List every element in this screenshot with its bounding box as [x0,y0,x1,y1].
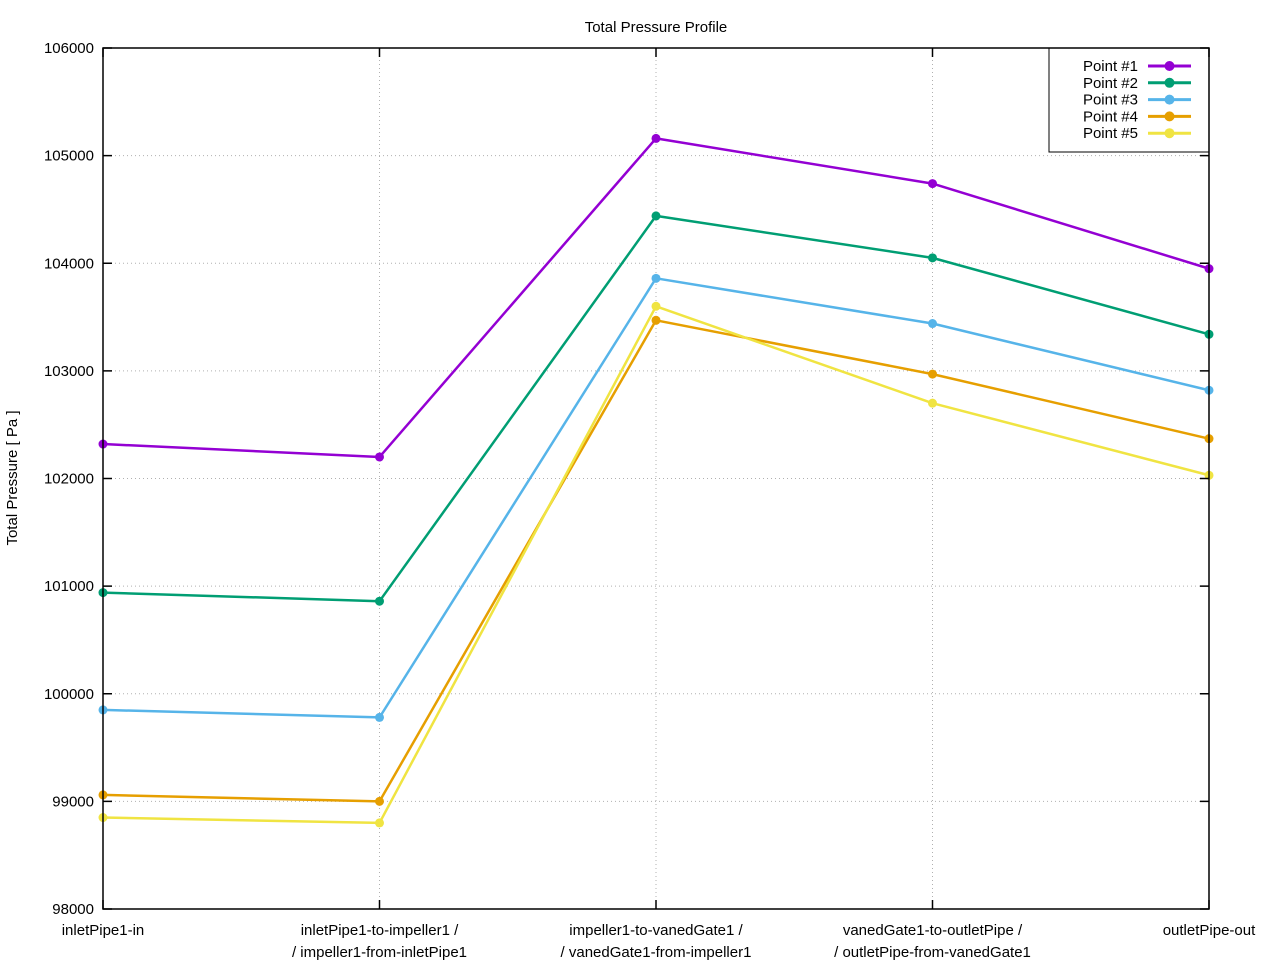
x-category-label: outletPipe-out [1163,922,1256,939]
chart-title: Total Pressure Profile [585,19,728,36]
legend-marker [1164,111,1175,122]
legend-box [1048,47,1210,153]
data-point-point-5-3 [928,398,937,408]
legend-marker [1164,77,1175,88]
data-point-point-2-2 [651,211,661,221]
data-point-point-3-1 [375,712,384,722]
y-tick-label: 103000 [44,363,94,380]
series-line-point-1 [102,137,1210,459]
data-point-point-2-3 [928,253,937,263]
legend-label: Point #5 [1083,125,1138,142]
legend-item-point-3: Point #3 [1083,92,1191,109]
y-tick-label: 102000 [44,471,94,488]
y-tick-label: 100000 [44,686,94,703]
legend-item-point-1: Point #1 [1083,58,1191,75]
legend-label: Point #2 [1083,75,1138,92]
legend-item-point-4: Point #4 [1083,108,1191,125]
y-axis-label: Total Pressure [ Pa ] [4,410,21,545]
data-point-point-4-1 [375,796,384,806]
y-tick-label: 104000 [44,255,94,272]
data-point-point-3-3 [928,319,937,329]
data-point-point-3-2 [651,273,661,283]
data-point-point-1-1 [375,452,384,462]
legend-marker [1164,94,1175,105]
data-point-point-1-2 [651,133,661,143]
x-category-label: inletPipe1-to-impeller1 // impeller1-fro… [292,922,467,960]
data-point-point-5-2 [651,301,661,311]
y-tick-label: 106000 [44,40,94,57]
x-category-label: inletPipe1-in [62,922,145,939]
legend-label: Point #1 [1083,58,1138,75]
x-category-label: impeller1-to-vanedGate1 // vanedGate1-fr… [561,922,752,960]
legend-label: Point #3 [1083,92,1138,109]
data-point-point-5-1 [375,818,384,828]
x-category-label: vanedGate1-to-outletPipe / / outletPipe-f… [834,922,1031,960]
axis-layer: 98000 99000 100000 101000 102000 103000 104000… [44,40,1256,960]
data-point-point-4-3 [928,369,937,379]
legend-marker [1164,61,1175,71]
data-point-point-2-1 [375,596,384,606]
grid-layer [103,48,1209,909]
y-tick-label: 105000 [44,148,94,165]
y-tick-label: 98000 [52,901,94,918]
y-tick-label: 99000 [52,793,94,810]
data-point-point-4-2 [651,315,661,325]
legend-item-point-5: Point #5 [1083,125,1191,142]
y-tick-label: 101000 [44,578,94,595]
data-point-point-1-3 [928,179,937,189]
legend-marker [1164,128,1175,139]
legend-label: Point #4 [1083,108,1138,125]
legend-item-point-2: Point #2 [1083,75,1191,92]
